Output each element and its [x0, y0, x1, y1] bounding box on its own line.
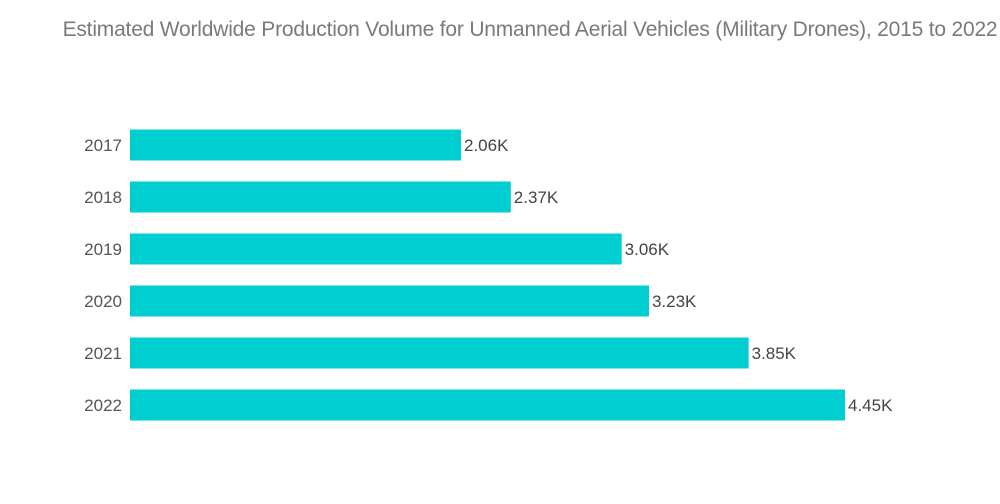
- bar-2020: [130, 285, 649, 317]
- chart-title: Estimated Worldwide Production Volume fo…: [62, 18, 998, 41]
- data-label: 3.06K: [625, 240, 670, 259]
- y-tick-label: 2017: [84, 136, 122, 155]
- y-tick-label: 2018: [84, 188, 122, 207]
- bar-2017: [130, 129, 461, 161]
- data-label: 3.23K: [652, 292, 697, 311]
- y-tick-label: 2021: [84, 344, 122, 363]
- y-tick-label: 2020: [84, 292, 122, 311]
- y-tick-label: 2022: [84, 396, 122, 415]
- bar-2021: [130, 337, 749, 369]
- y-tick-label: 2019: [84, 240, 122, 259]
- data-label: 2.37K: [514, 188, 559, 207]
- data-label: 3.85K: [752, 344, 797, 363]
- bar-2022: [130, 389, 845, 421]
- bar-2018: [130, 181, 511, 213]
- bar-2019: [130, 233, 622, 265]
- data-label: 2.06K: [464, 136, 509, 155]
- data-label: 4.45K: [848, 396, 893, 415]
